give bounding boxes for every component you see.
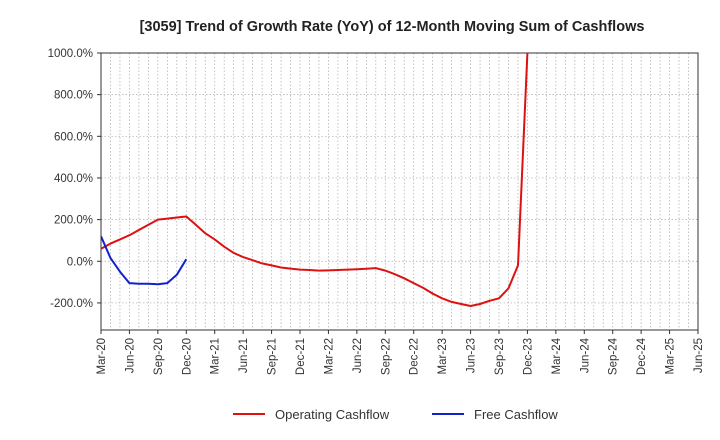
x-tick-label: Sep-21: [267, 338, 279, 375]
plot-border: [100, 52, 699, 331]
legend-label-free-cashflow: Free Cashflow: [474, 407, 558, 422]
series-layer: [101, 53, 529, 307]
x-tick-label: Jun-25: [693, 338, 705, 373]
legend-label-operating-cashflow: Operating Cashflow: [275, 407, 390, 422]
y-tick-label: -200.0%: [50, 298, 93, 310]
y-axis: 1000.0% 800.0% 600.0% 400.0% 200.0% 0.0% -200.…: [48, 48, 101, 310]
x-axis: Mar-20 Jun-20 Sep-20 Dec-20 Mar-21 Jun-21 Sep-…: [96, 330, 705, 375]
plot-area: [100, 52, 699, 331]
x-tick-label: Mar-23: [437, 338, 449, 374]
y-tick-label: 200.0%: [54, 215, 93, 227]
y-tick-label: 800.0%: [54, 90, 93, 102]
x-tick-label: Mar-21: [210, 338, 222, 374]
series-line: [101, 53, 529, 307]
x-tick-label: Jun-21: [238, 338, 250, 373]
series-operating-cashflow: [101, 53, 529, 307]
y-tick-label: 400.0%: [54, 173, 93, 185]
x-tick-label: Sep-24: [608, 337, 620, 375]
y-tick-label: 0.0%: [67, 256, 93, 268]
x-tick-label: Mar-20: [96, 338, 108, 374]
series-free-cashflow: [101, 235, 188, 286]
x-tick-label: Sep-20: [153, 338, 165, 375]
x-tick-label: Jun-24: [579, 337, 591, 373]
chart-title: [3059] Trend of Growth Rate (YoY) of 12-…: [140, 19, 645, 35]
x-tick-label: Dec-23: [522, 338, 534, 375]
x-tick-label: Jun-23: [466, 338, 478, 373]
series-line: [101, 235, 188, 286]
x-tick-label: Dec-21: [295, 338, 307, 375]
legend: Operating Cashflow Free Cashflow: [233, 407, 558, 422]
y-tick-label: 1000.0%: [48, 48, 93, 60]
y-tick-label: 600.0%: [54, 131, 93, 143]
x-tick-label: Mar-24: [551, 337, 563, 374]
x-tick-label: Dec-20: [181, 338, 193, 375]
x-tick-label: Dec-22: [409, 338, 421, 375]
x-tick-label: Sep-23: [494, 338, 506, 375]
grid: [100, 52, 699, 330]
x-tick-label: Mar-25: [665, 338, 677, 374]
x-tick-label: Sep-22: [380, 338, 392, 375]
x-tick-label: Dec-24: [636, 337, 648, 375]
x-tick-label: Jun-20: [124, 338, 136, 373]
x-tick-label: Mar-22: [323, 338, 335, 374]
x-tick-label: Jun-22: [352, 338, 364, 373]
